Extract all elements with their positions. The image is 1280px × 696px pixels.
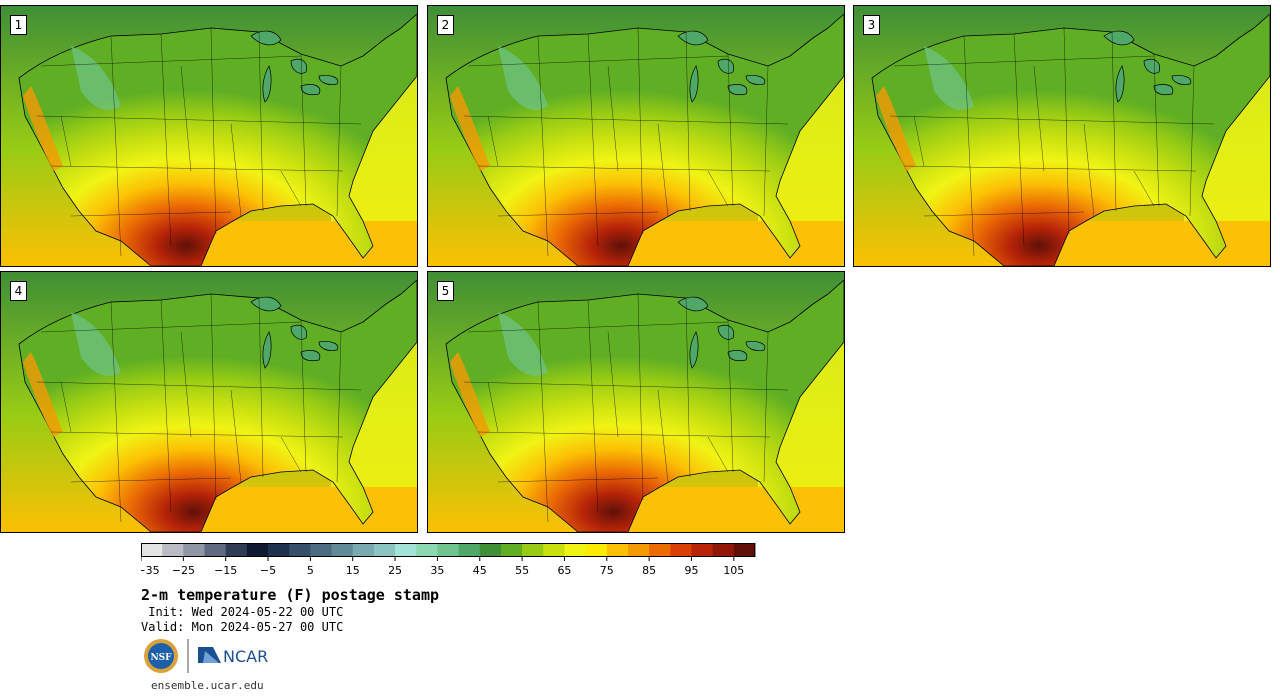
colorbar-swatch <box>162 543 184 557</box>
colorbar-swatch <box>331 543 354 557</box>
colorbar-swatch <box>183 543 206 557</box>
colorbar-tick-label: 85 <box>642 564 656 577</box>
colorbar-tick-label: 45 <box>473 564 487 577</box>
panel-label: 4 <box>10 281 27 301</box>
colorbar-tick-label: −35 <box>141 564 160 577</box>
colorbar-tick-label: −5 <box>260 564 276 577</box>
site-url: ensemble.ucar.edu <box>151 679 264 692</box>
init-time: Init: Wed 2024-05-22 00 UTC <box>141 605 344 619</box>
colorbar-tick-label: 95 <box>684 564 698 577</box>
colorbar-swatch <box>141 543 163 557</box>
colorbar-swatch <box>543 543 565 557</box>
forecast-map-panel-4: 4 <box>0 271 418 533</box>
colorbar-tick-label: 65 <box>557 564 571 577</box>
colorbar-tick-label: 25 <box>388 564 402 577</box>
colorbar-tick-label: 55 <box>515 564 529 577</box>
product-title: 2-m temperature (F) postage stamp <box>141 586 440 604</box>
colorbar-swatch <box>395 543 417 557</box>
panel-label: 1 <box>10 15 27 35</box>
colorbar-swatch <box>733 543 756 557</box>
ncar-logo-text: NCAR <box>223 647 268 666</box>
colorbar-swatch <box>246 543 269 557</box>
temperature-colorbar: −35−25−15−55152535455565758595105115 <box>141 543 756 577</box>
colorbar-swatch <box>691 543 714 557</box>
panel-label: 2 <box>437 15 454 35</box>
colorbar-tick-label: −15 <box>214 564 237 577</box>
colorbar-swatch <box>670 543 692 557</box>
colorbar-frame <box>141 543 755 557</box>
colorbar-swatch <box>500 543 523 557</box>
colorbar-swatch <box>458 543 481 557</box>
colorbar-swatch <box>373 543 396 557</box>
ncar-logo: NCAR <box>198 647 268 666</box>
colorbar-swatch <box>204 543 227 557</box>
colorbar-swatch <box>437 543 460 557</box>
sponsor-logos: NSF NCAR <box>144 639 268 673</box>
colorbar-swatch <box>479 543 502 557</box>
colorbar-tick-label: 15 <box>346 564 360 577</box>
colorbar-tick-label: 5 <box>307 564 314 577</box>
panel-label: 3 <box>863 15 880 35</box>
colorbar-swatch <box>585 543 608 557</box>
colorbar-tick-label: −25 <box>172 564 195 577</box>
panel-label: 5 <box>437 281 454 301</box>
forecast-map-panel-3: 3 <box>853 5 1271 267</box>
forecast-map-panel-5: 5 <box>427 271 845 533</box>
forecast-map-panel-1: 1 <box>0 5 418 267</box>
colorbar-swatch <box>289 543 311 557</box>
colorbar-swatch <box>310 543 333 557</box>
colorbar-swatch <box>268 543 290 557</box>
colorbar-swatch <box>352 543 375 557</box>
colorbar-swatch <box>649 543 671 557</box>
colorbar-tick-label: 105 <box>723 564 744 577</box>
colorbar-swatch <box>522 543 544 557</box>
colorbar-swatch <box>225 543 248 557</box>
colorbar-tick-label: 35 <box>430 564 444 577</box>
colorbar-swatch <box>606 543 629 557</box>
colorbar-tick-label: 75 <box>600 564 614 577</box>
colorbar-swatch <box>416 543 438 557</box>
valid-time: Valid: Mon 2024-05-27 00 UTC <box>141 620 344 634</box>
nsf-logo-text: NSF <box>150 653 172 663</box>
colorbar-swatch <box>627 543 650 557</box>
colorbar-swatch <box>564 543 587 557</box>
nsf-logo: NSF <box>144 639 178 673</box>
forecast-map-panel-2: 2 <box>427 5 845 267</box>
colorbar-swatch <box>712 543 735 557</box>
